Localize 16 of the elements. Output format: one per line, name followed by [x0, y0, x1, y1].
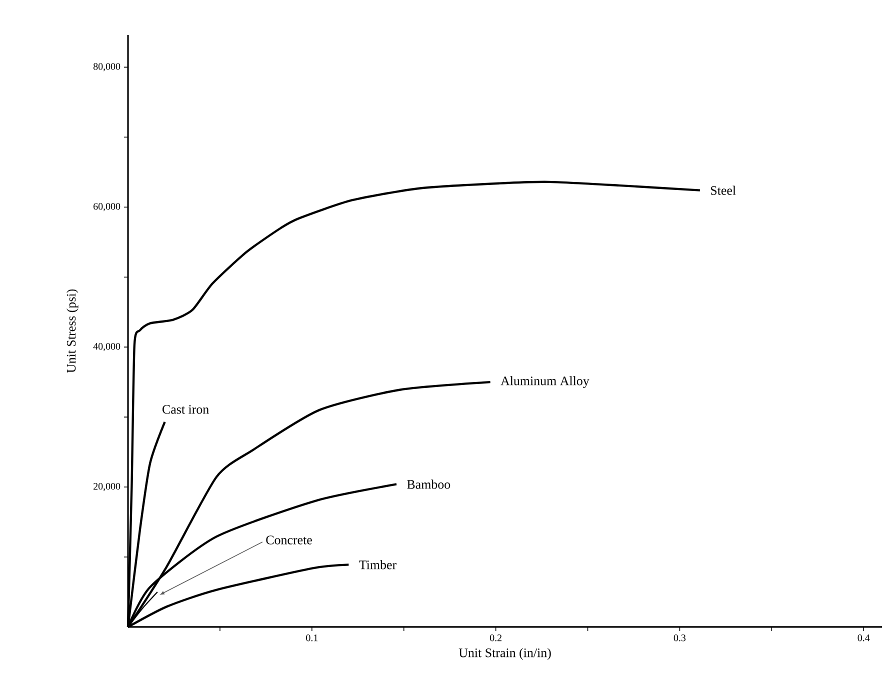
series-label: Aluminum Alloy	[500, 376, 590, 388]
y-tick-label: 60,000	[94, 203, 120, 212]
x-tick-label: 0.2	[490, 634, 502, 642]
series-label: Bamboo	[407, 480, 450, 489]
annotation: Concrete	[266, 536, 312, 544]
series-label: Cast iron	[162, 405, 209, 414]
y-tick-label: 20,000	[94, 482, 120, 492]
x-tick-label: 0.1	[306, 634, 318, 642]
x-tick-label: 0.4	[858, 634, 870, 642]
y-tick-label: 80,000	[93, 63, 120, 72]
x-axis-title: Unit Strain (in/in)	[458, 648, 551, 660]
x-tick-label: 0.3	[674, 634, 686, 642]
y-axis-title: Unit Stress (psi)	[66, 289, 78, 373]
series-label: Steel	[711, 186, 736, 195]
series-label: Timber	[359, 560, 396, 570]
y-tick-label: 40,000	[93, 342, 120, 352]
